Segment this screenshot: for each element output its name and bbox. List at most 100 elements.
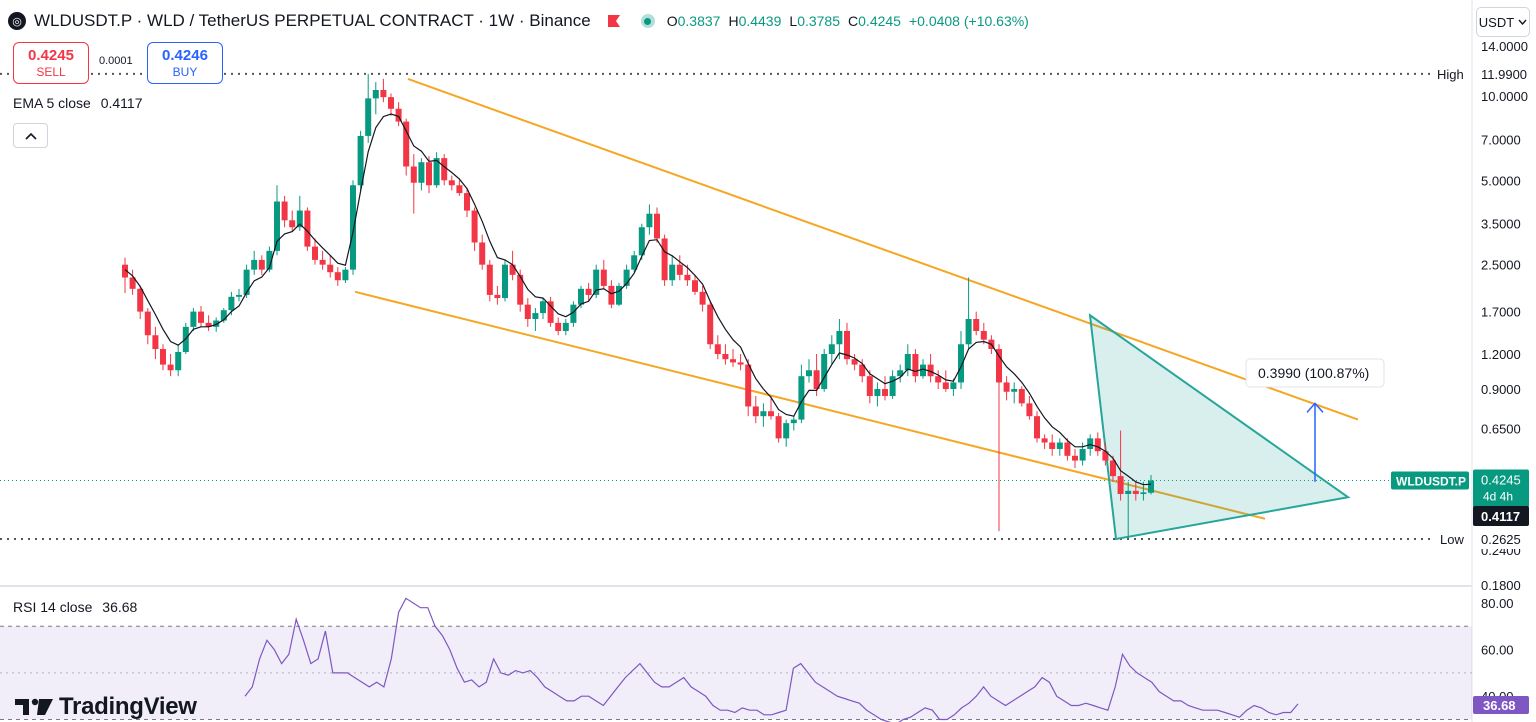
candle xyxy=(426,156,432,194)
rsi-value: 36.68 xyxy=(102,599,138,615)
candle-body xyxy=(920,364,926,377)
currency-selector[interactable]: USDT xyxy=(1476,7,1530,37)
candle-body xyxy=(692,280,698,292)
candle xyxy=(494,285,501,305)
high-label-box xyxy=(1433,63,1471,84)
candle-body xyxy=(821,354,828,390)
candle-body xyxy=(927,364,934,377)
candle xyxy=(471,207,478,251)
candle xyxy=(1110,455,1116,482)
candle-body xyxy=(388,97,394,109)
price-tick-label: 14.0000 xyxy=(1481,39,1528,54)
candle-body xyxy=(752,406,759,417)
symbol-title[interactable]: WLDUSDT.P · WLD / TetherUS PERPETUAL CON… xyxy=(34,11,591,30)
candle-body xyxy=(281,201,288,221)
market-status-icon[interactable] xyxy=(640,14,655,28)
tradingview-logo[interactable]: TradingView xyxy=(15,692,197,722)
sell-button[interactable]: 0.4245 SELL xyxy=(13,42,89,84)
candle xyxy=(897,364,904,383)
candle xyxy=(1064,438,1071,461)
candle-body xyxy=(312,246,318,260)
candle xyxy=(844,322,850,365)
candle xyxy=(935,370,942,390)
candle xyxy=(175,344,182,377)
ema-legend[interactable]: EMA 5 close 0.4117 xyxy=(13,95,143,111)
candle-body xyxy=(540,301,546,314)
rsi-legend[interactable]: RSI 14 close 36.68 xyxy=(13,599,137,615)
candle-body xyxy=(616,285,622,305)
low-value-box xyxy=(1473,529,1536,549)
candle xyxy=(1102,442,1109,466)
candle xyxy=(540,298,546,319)
high-label: High xyxy=(1437,67,1464,82)
candle-body xyxy=(1056,442,1063,449)
candle-body xyxy=(593,269,600,295)
candle-body xyxy=(958,344,964,383)
candle xyxy=(524,298,531,327)
candle-body xyxy=(327,264,334,273)
rsi-params: 14 close xyxy=(40,599,93,615)
candle-body xyxy=(205,322,212,327)
candle-body xyxy=(342,269,349,281)
candle-body xyxy=(1011,389,1018,392)
candle xyxy=(654,207,660,243)
candle xyxy=(129,269,136,295)
candle-body xyxy=(464,193,470,211)
candle-body xyxy=(152,335,159,350)
candle-body xyxy=(137,288,144,312)
price-tick-label: 1.7000 xyxy=(1481,305,1521,320)
candle xyxy=(304,207,311,251)
candle xyxy=(555,317,562,336)
candle xyxy=(927,354,934,383)
candle xyxy=(965,277,972,350)
candle xyxy=(380,78,387,103)
high-value-box xyxy=(1473,63,1536,84)
candle-body xyxy=(1034,416,1040,439)
candle xyxy=(289,210,296,231)
ema-line xyxy=(124,113,1152,486)
candle xyxy=(714,335,721,360)
rsi-tick-label: 60.00 xyxy=(1481,643,1514,658)
candle xyxy=(1041,434,1048,449)
candle xyxy=(752,395,759,424)
candle-body xyxy=(1072,455,1078,461)
candle-body xyxy=(471,210,478,243)
candle xyxy=(661,234,668,286)
candle-body xyxy=(760,411,767,417)
candle-body xyxy=(129,277,136,289)
rsi-value-tag: 36.68 xyxy=(1483,698,1516,713)
candle xyxy=(882,376,888,401)
candle-body xyxy=(1049,442,1056,449)
low-label-box xyxy=(1433,529,1471,549)
candle-body xyxy=(426,162,432,186)
candle-body xyxy=(532,313,539,319)
rsi-band xyxy=(0,626,1472,720)
candle-body xyxy=(570,304,577,323)
candle xyxy=(912,349,919,383)
collapse-legend-button[interactable] xyxy=(13,123,48,148)
candle xyxy=(889,370,896,399)
sell-label: SELL xyxy=(36,65,66,79)
candle xyxy=(388,93,394,116)
candle xyxy=(441,154,448,186)
candle xyxy=(160,344,166,371)
candle-body xyxy=(1125,490,1132,494)
buy-button[interactable]: 0.4246 BUY xyxy=(147,42,223,84)
close-value: 0.4245 xyxy=(858,13,901,29)
change-value: +0.0408 (+10.63%) xyxy=(908,13,1029,29)
last-price-tag: 0.4245 xyxy=(1481,472,1521,487)
candle-body xyxy=(486,264,493,295)
countdown-tag: 4d 4h xyxy=(1483,489,1513,503)
candle-body xyxy=(669,264,676,281)
flag-icon[interactable] xyxy=(607,14,621,28)
open-value: 0.3837 xyxy=(677,13,721,29)
candle xyxy=(631,250,638,273)
candle xyxy=(334,267,341,286)
candle-body xyxy=(122,264,128,278)
candle xyxy=(1125,481,1132,539)
currency-label: USDT xyxy=(1478,14,1515,30)
candle-body xyxy=(684,274,691,281)
candle-body xyxy=(844,330,850,360)
candle xyxy=(737,354,744,371)
